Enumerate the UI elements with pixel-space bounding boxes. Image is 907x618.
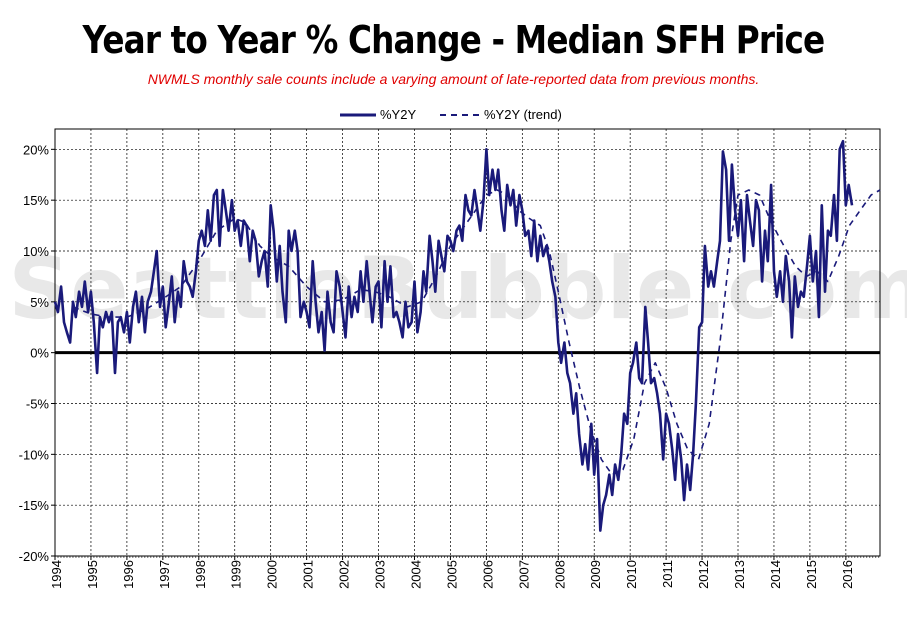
series-trend-line (72, 189, 881, 476)
y-tick-label: -20% (19, 549, 50, 564)
x-tick-label: 2003 (373, 560, 388, 589)
x-tick-label: 2004 (408, 560, 423, 589)
y-tick-label: 0% (30, 346, 49, 361)
x-tick-label: 2015 (804, 560, 819, 589)
y-tick-label: -5% (26, 397, 50, 412)
chart-subtitle: NWMLS monthly sale counts include a vary… (147, 71, 760, 87)
x-tick-label: 2014 (768, 560, 783, 589)
x-tick-label: 2006 (480, 560, 495, 589)
x-tick-label: 2008 (552, 560, 567, 589)
x-tick-label: 2010 (624, 560, 639, 589)
x-tick-label: 2011 (660, 560, 675, 588)
x-tick-label: 1996 (121, 560, 136, 589)
x-tick-label: 2001 (301, 560, 316, 589)
y-tick-label: -10% (19, 447, 50, 462)
x-tick-label: 1994 (49, 560, 64, 589)
x-tick-label: 2002 (337, 560, 352, 589)
legend-label-trend: %Y2Y (trend) (484, 107, 562, 122)
x-tick-label: 2007 (516, 560, 531, 589)
y-tick-label: 15% (23, 193, 49, 208)
legend-swatch-dashed (440, 114, 480, 116)
x-tick-label: 1999 (229, 560, 244, 589)
x-tick-label: 1995 (85, 560, 100, 589)
x-tick-label: 2009 (588, 560, 603, 589)
series-y2y-line (53, 139, 854, 532)
legend-swatch-solid (340, 113, 376, 117)
y-tick-label: 10% (23, 244, 49, 259)
legend-label-y2y: %Y2Y (380, 107, 417, 122)
x-tick-label: 2000 (265, 560, 280, 589)
chart-title: Year to Year % Change - Median SFH Price (82, 18, 826, 62)
x-tick-label: 1998 (193, 560, 208, 589)
x-tick-label: 2013 (732, 560, 747, 589)
y-tick-label: -15% (19, 498, 50, 513)
x-tick-label: 1997 (157, 560, 172, 589)
y-tick-label: 20% (23, 142, 49, 157)
x-tick-label: 2016 (840, 560, 855, 589)
x-tick-label: 2005 (444, 560, 459, 589)
x-tick-label: 2012 (696, 560, 711, 589)
y-tick-label: 5% (30, 295, 49, 310)
